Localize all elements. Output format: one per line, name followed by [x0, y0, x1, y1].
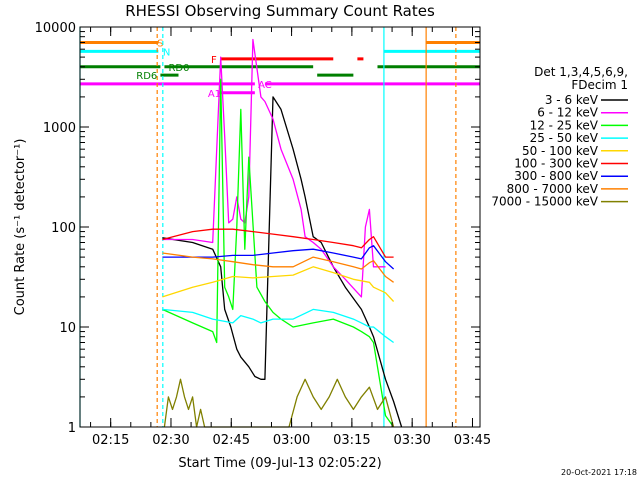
x-axis-label: Start Time (09-Jul-13 02:05:22)	[178, 456, 381, 471]
instrument-flags: SN F RD0 RD6 AC A1	[80, 38, 480, 100]
y-tick-label: 1000	[43, 121, 76, 136]
x-tick-label: 02:15	[92, 433, 129, 448]
series-line-5	[162, 228, 394, 258]
legend-header-2: FDecim 1	[571, 78, 628, 92]
x-tick-label: 03:45	[454, 433, 491, 448]
series-line-7	[162, 252, 394, 283]
x-tick-label: 03:00	[273, 433, 310, 448]
timestamp: 20-Oct-2021 17:18	[561, 468, 637, 477]
series-line-6	[162, 245, 395, 270]
series-line-2	[162, 78, 395, 428]
series-group	[162, 38, 403, 428]
flag-label-a1: A1	[208, 89, 221, 100]
legend-label: 6 - 12 keV	[537, 106, 599, 120]
x-tick-label: 02:30	[152, 433, 189, 448]
y-tick-label: 10	[59, 321, 76, 336]
flag-label-rd0: RD0	[168, 63, 189, 74]
chart-title: RHESSI Observing Summary Count Rates	[125, 2, 435, 20]
flag-label-s: S	[157, 38, 163, 49]
flag-label-rd6: RD6	[136, 71, 157, 82]
series-line-0	[162, 96, 403, 428]
legend-label: 7000 - 15000 keV	[491, 195, 598, 209]
legend-header-1: Det 1,3,4,5,6,9,	[534, 65, 628, 79]
y-axis: 1 10 100 1000 10000	[35, 21, 480, 436]
y-tick-label: 1	[68, 421, 76, 436]
flag-label-f: F	[211, 55, 217, 66]
series-line-4	[162, 266, 395, 302]
x-tick-label: 03:30	[393, 433, 430, 448]
series-line-3	[162, 308, 394, 344]
series-line-8	[163, 378, 395, 428]
series-line-1	[162, 38, 386, 298]
y-tick-label: 100	[51, 221, 76, 236]
legend-label: 800 - 7000 keV	[507, 182, 599, 196]
legend-label: 50 - 100 keV	[522, 144, 599, 158]
legend-label: 300 - 800 keV	[514, 169, 598, 183]
legend-label: 12 - 25 keV	[530, 118, 599, 132]
flag-label-n: N	[163, 47, 170, 58]
x-tick-label: 03:15	[333, 433, 370, 448]
x-tick-label: 02:45	[213, 433, 250, 448]
y-tick-label: 10000	[35, 21, 76, 36]
legend-label: 25 - 50 keV	[530, 131, 599, 145]
x-axis: 02:15 02:30 02:45 03:00 03:15 03:30 03:45	[90, 27, 491, 448]
plot-frame	[79, 26, 481, 428]
flag-label-ac: AC	[258, 80, 272, 91]
y-axis-label: Count Rate (s⁻¹ detector⁻¹)	[13, 139, 28, 316]
legend-label: 100 - 300 keV	[514, 157, 598, 171]
legend-label: 3 - 6 keV	[545, 93, 599, 107]
